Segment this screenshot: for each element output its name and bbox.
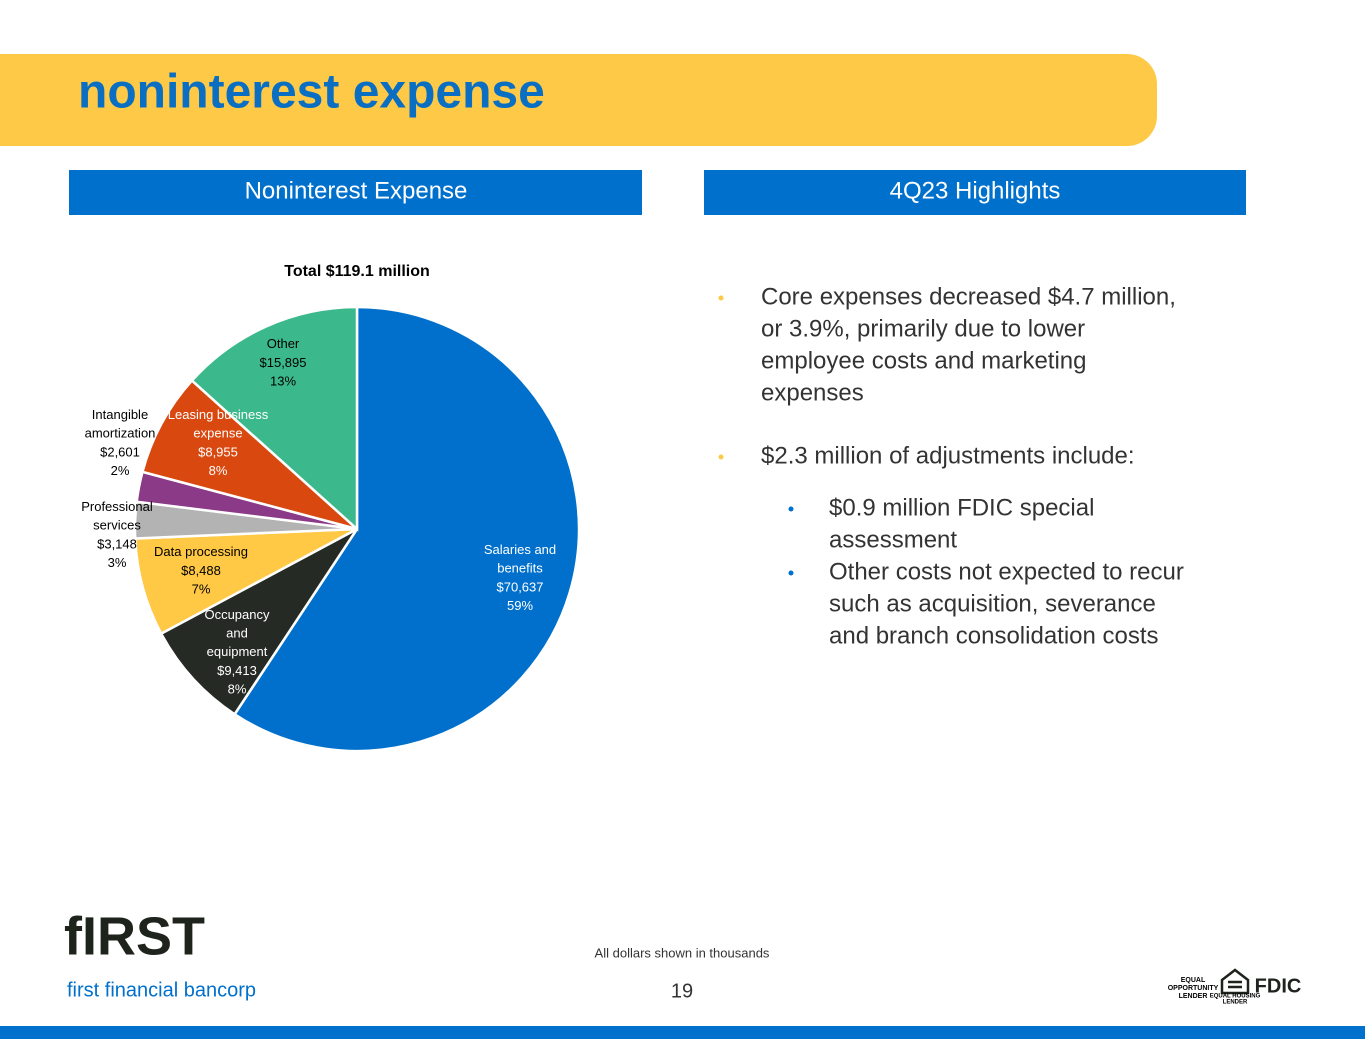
slice-value: $9,413 — [217, 663, 257, 678]
ehl-text: LENDER — [1223, 1000, 1248, 1006]
slice-percent: 8% — [228, 681, 247, 696]
slice-percent: 59% — [507, 598, 533, 613]
panel-header — [69, 170, 642, 215]
bullet-text: or 3.9%, primarily due to lower — [761, 315, 1085, 342]
eol-text: EQUAL — [1181, 977, 1206, 984]
sub-bullet-text: and branch consolidation costs — [829, 622, 1159, 649]
housing-icon — [1220, 968, 1250, 995]
pie-slice — [232, 305, 581, 753]
slice-label: Intangible amortization — [85, 407, 156, 441]
bullet-text: $2.3 million of adjustments include: — [761, 442, 1135, 469]
footnote: All dollars shown in thousands — [595, 945, 770, 960]
bullet-text: employee costs and marketing — [761, 347, 1087, 374]
slice-value: $3,148 — [97, 536, 137, 551]
slide-title: noninterest expense — [78, 66, 545, 119]
slice-label: Salaries and benefits — [484, 542, 556, 576]
eol-text: OPPORTUNITY — [1168, 985, 1219, 992]
slice-label: Other — [267, 336, 300, 351]
bullet-text: Core expenses decreased $4.7 million, — [761, 283, 1176, 310]
slice-value: $2,601 — [100, 444, 140, 459]
pie-slice — [133, 527, 358, 636]
fdic-logo: FDIC — [1255, 975, 1302, 997]
company-name: first financial bancorp — [67, 979, 256, 1001]
page-number: 19 — [671, 980, 693, 1002]
sub-bullet-text: $0.9 million FDIC special — [829, 494, 1094, 521]
sub-bullet — [788, 506, 794, 512]
slice-label: Professional services — [81, 499, 153, 533]
slice-percent: 8% — [209, 463, 228, 478]
eol-text: LENDER — [1179, 993, 1208, 1000]
slice-percent: 13% — [270, 373, 296, 388]
sub-bullet-text: such as acquisition, severance — [829, 590, 1156, 617]
bullet — [718, 295, 724, 301]
slice-label: Leasing business expense — [168, 407, 269, 441]
slice-percent: 2% — [111, 463, 130, 478]
bullet-text: expenses — [761, 379, 864, 406]
panel-title: 4Q23 Highlights — [890, 177, 1061, 204]
slice-percent: 7% — [192, 581, 211, 596]
sub-bullet — [788, 570, 794, 576]
slice-value: $8,955 — [198, 444, 238, 459]
ehl-text: EQUAL HOUSING — [1210, 994, 1261, 1000]
logo: fIRST — [64, 906, 205, 966]
slice-value: $15,895 — [260, 355, 307, 370]
pie-slice — [190, 305, 359, 532]
pie-slice — [140, 378, 358, 531]
header-band — [0, 54, 1157, 146]
chart-title: Total $119.1 million — [284, 263, 430, 280]
sub-bullet-text: assessment — [829, 526, 957, 553]
footer-bar — [0, 1026, 1365, 1039]
slice-value: $70,637 — [497, 579, 544, 594]
bullet — [718, 454, 724, 460]
slice-label: Data processing — [154, 544, 248, 559]
slice-label: Occupancy and equipment — [204, 607, 270, 659]
slice-value: $8,488 — [181, 563, 221, 578]
panel-title: Noninterest Expense — [245, 177, 468, 204]
slice-percent: 3% — [108, 555, 127, 570]
pie-slice — [159, 527, 359, 716]
panel-header — [704, 170, 1246, 215]
sub-bullet-text: Other costs not expected to recur — [829, 558, 1184, 585]
